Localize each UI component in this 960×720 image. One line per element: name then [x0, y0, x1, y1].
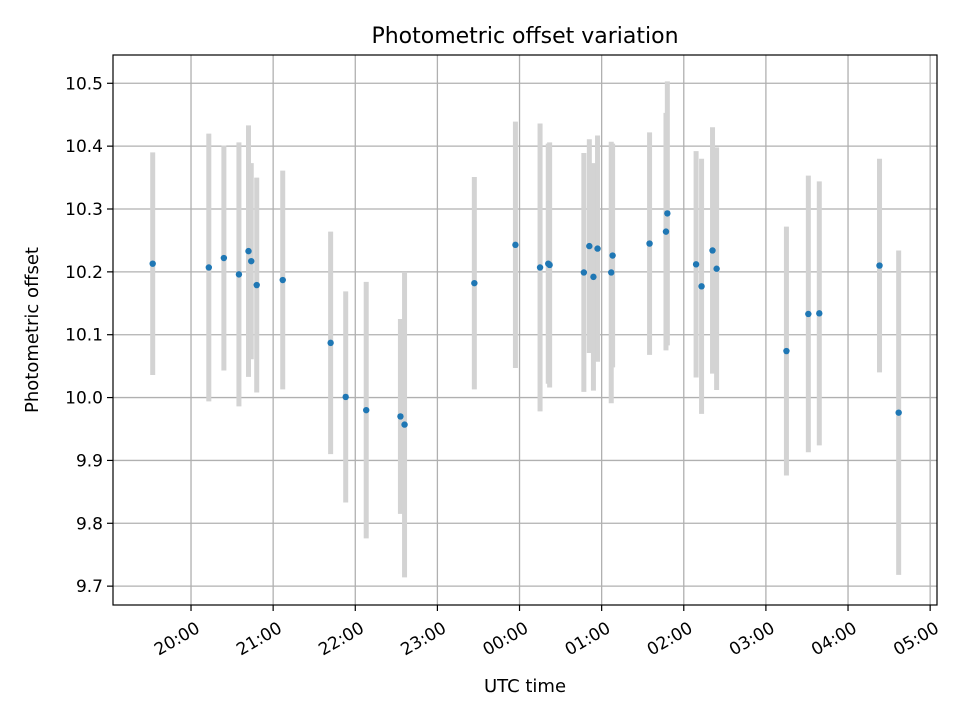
data-point: [245, 247, 252, 255]
plot-frame: [112, 54, 938, 606]
x-axis-label: UTC time: [484, 676, 566, 697]
data-point: [149, 260, 156, 267]
y-tick-label: 9.7: [76, 577, 103, 597]
data-point: [327, 339, 334, 347]
data-point: [536, 264, 544, 271]
data-point: [609, 252, 616, 259]
data-point: [895, 409, 902, 416]
data-point: [363, 406, 370, 414]
data-point: [590, 273, 597, 281]
data-point: [580, 269, 588, 276]
y-tick-label: 10.0: [65, 389, 103, 409]
y-tick-label: 9.8: [76, 514, 103, 534]
data-point: [253, 281, 260, 289]
data-point: [397, 413, 404, 420]
data-point: [816, 310, 823, 317]
data-point: [586, 242, 593, 250]
data-point: [664, 210, 671, 217]
data-point: [662, 228, 670, 235]
data-point: [471, 279, 478, 287]
y-axis-label: Photometric offset: [22, 247, 43, 413]
data-points: [149, 210, 902, 428]
y-tick-label: 10.3: [65, 200, 103, 220]
data-point: [342, 393, 349, 401]
data-point: [783, 347, 790, 355]
data-point: [205, 264, 213, 271]
grid: [113, 55, 937, 605]
y-tick-label: 10.4: [65, 137, 103, 157]
y-tick-label: 10.5: [65, 74, 103, 94]
data-point: [220, 254, 228, 262]
data-point: [594, 245, 601, 252]
data-point: [805, 310, 812, 318]
y-axis-ticks: 9.7 9.8 9.9 10.0 10.1 10.2 10.3 10.4 10.5: [65, 74, 113, 597]
data-point: [512, 241, 519, 249]
data-point: [713, 265, 720, 272]
y-tick-label: 10.1: [65, 326, 103, 346]
data-point: [235, 271, 243, 278]
data-point: [876, 262, 883, 269]
data-point: [248, 257, 255, 265]
y-tick-label: 10.2: [65, 263, 103, 283]
data-point: [709, 247, 716, 254]
data-point: [608, 269, 615, 276]
chart-title: Photometric offset variation: [371, 24, 678, 49]
data-point: [546, 261, 553, 269]
data-point: [646, 240, 653, 247]
data-point: [401, 421, 408, 428]
data-point: [692, 261, 700, 268]
data-point: [698, 283, 705, 290]
y-tick-label: 9.9: [76, 451, 103, 471]
data-point: [279, 276, 286, 284]
